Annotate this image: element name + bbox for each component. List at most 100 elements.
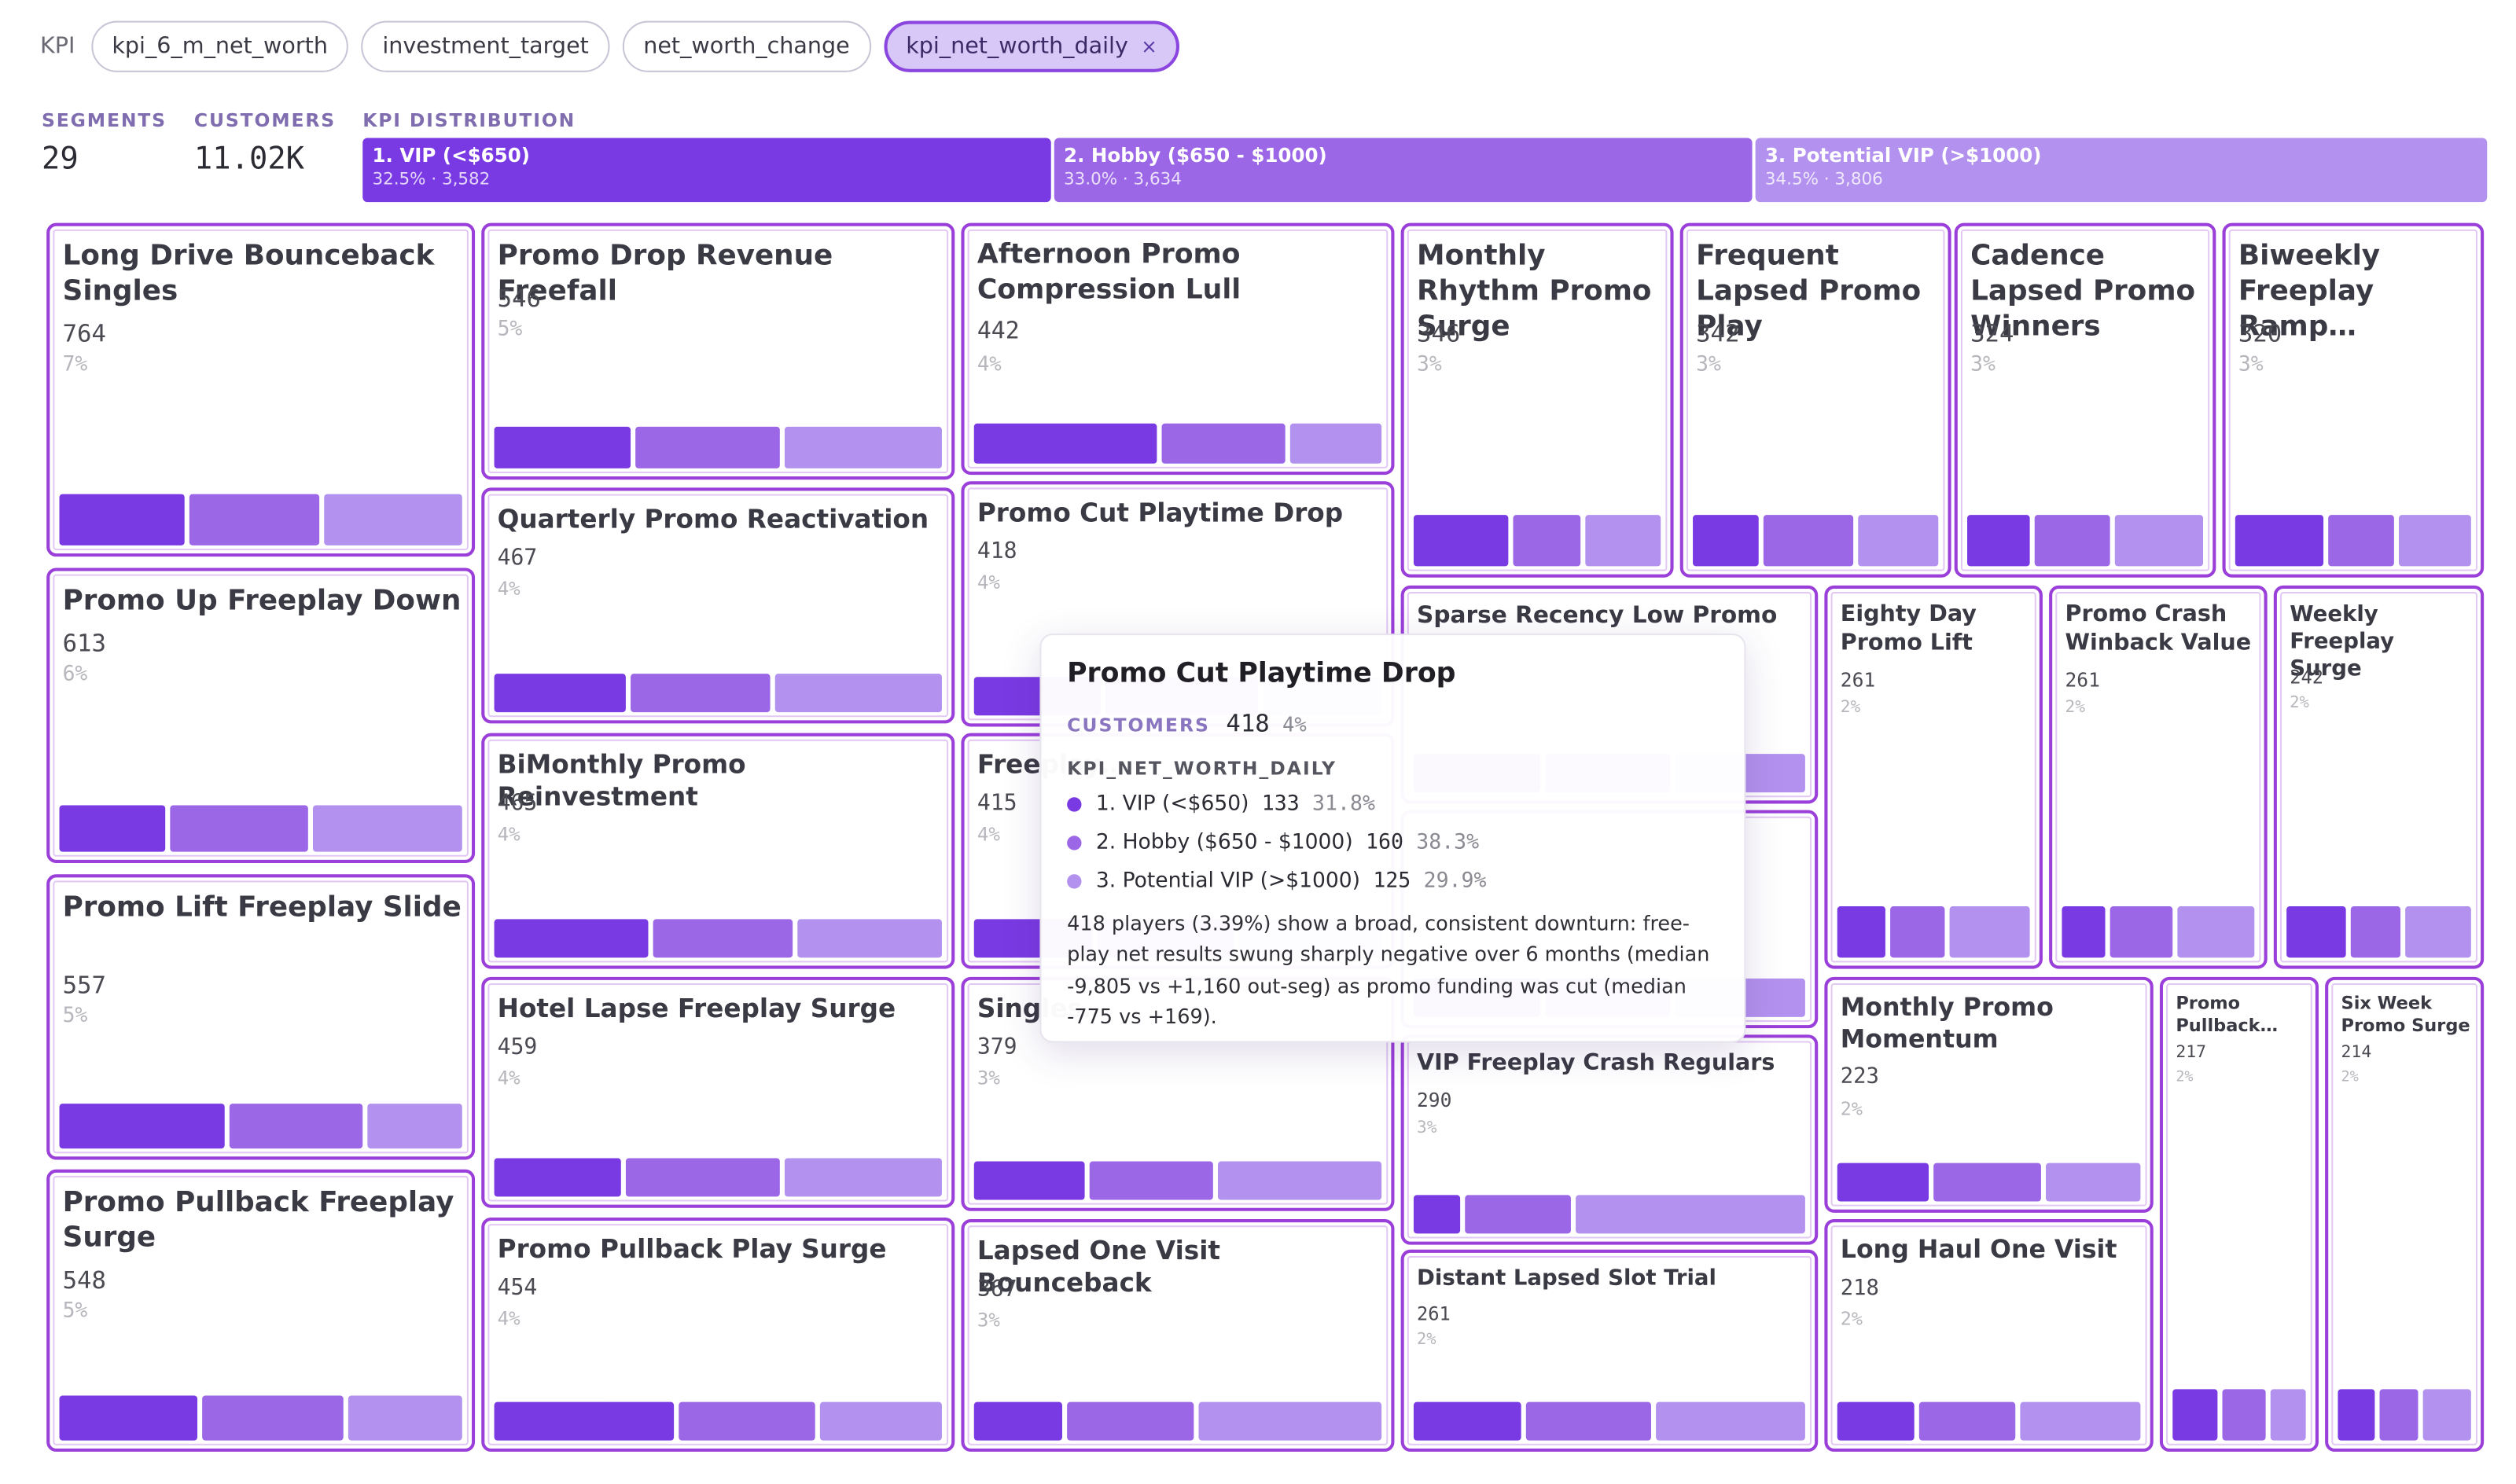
- segment-count: 223: [1840, 1065, 1879, 1090]
- segment-tile[interactable]: Promo Up Freeplay Down 613 6%: [46, 568, 476, 863]
- segment-tile[interactable]: Cadence Lapsed Promo Winners 324 3%: [1954, 222, 2216, 578]
- segment-bar-3: [1218, 1161, 1382, 1200]
- segment-title: Six Week Promo Surge: [2341, 993, 2470, 1037]
- segment-bar-2: [2379, 1389, 2419, 1441]
- tooltip-item-pct: 38.3%: [1416, 830, 1480, 854]
- segment-pct: 4%: [497, 1067, 520, 1089]
- close-icon[interactable]: ×: [1141, 35, 1157, 58]
- segment-tile[interactable]: Quarterly Promo Reactivation 467 4%: [481, 487, 955, 724]
- tooltip-item-count: 133: [1261, 792, 1300, 816]
- segment-bar-3: [784, 427, 942, 468]
- segment-bar-3: [1656, 1401, 1805, 1441]
- segment-bar-1: [494, 919, 648, 958]
- segment-tile[interactable]: Frequent Lapsed Promo Play 342 3%: [1679, 222, 1951, 578]
- segment-pct: 4%: [977, 823, 1000, 846]
- segment-bar-1: [1693, 515, 1760, 567]
- segment-pct: 4%: [497, 823, 520, 846]
- segment-tile[interactable]: Promo Pullback… 217 2%: [2159, 976, 2319, 1452]
- segment-title: Promo Lift Freeplay Slide: [62, 891, 462, 924]
- segment-bar-1: [59, 1395, 197, 1441]
- segment-bar-1: [1967, 515, 2031, 567]
- legend-dot-icon: [1067, 796, 1082, 811]
- segment-bar-2: [1764, 515, 1854, 567]
- kpi-chip-net-worth-change[interactable]: net_worth_change: [622, 20, 871, 72]
- segment-tile[interactable]: Distant Lapsed Slot Trial 261 2%: [1400, 1249, 1819, 1452]
- segment-bar-1: [973, 1161, 1086, 1200]
- segment-tile[interactable]: Lapsed One Visit Bounceback 367 3%: [961, 1219, 1395, 1452]
- segment-pct: 2%: [2290, 694, 2309, 712]
- segment-count: 548: [62, 1266, 106, 1295]
- tooltip-item-name: 2. Hobby ($650 - $1000): [1095, 830, 1353, 854]
- tooltip-item-count: 125: [1373, 869, 1411, 893]
- segment-title: Cadence Lapsed Promo Winners: [1970, 241, 2196, 344]
- segment-bar-3: [2404, 906, 2471, 958]
- segment-count: 459: [497, 1034, 538, 1061]
- segment-bar-3: [2270, 1389, 2306, 1441]
- distribution-segment-sub: 34.5% · 3,806: [1764, 170, 1883, 189]
- segment-bar-3: [1289, 423, 1382, 464]
- segment-tile[interactable]: Promo Lift Freeplay Slide 557 5%: [46, 874, 476, 1160]
- tooltip-customers-pct: 4%: [1282, 712, 1307, 736]
- segment-bar-1: [494, 1158, 622, 1197]
- segment-bar-2: [626, 1158, 780, 1197]
- segment-tile[interactable]: Promo Drop Revenue Freefall 546 5%: [481, 222, 955, 480]
- tooltip-item-name: 3. Potential VIP (>$1000): [1095, 869, 1361, 893]
- segment-count: 415: [977, 791, 1017, 817]
- segment-title: Frequent Lapsed Promo Play: [1696, 241, 1922, 344]
- distribution-segment-potential-vip[interactable]: 3. Potential VIP (>$1000) 34.5% · 3,806: [1755, 138, 2488, 203]
- segment-title: Weekly Freeplay Surge: [2290, 601, 2395, 682]
- segment-title: Monthly Rhythm Promo Surge: [1417, 241, 1652, 344]
- segment-bar-1: [2286, 906, 2346, 958]
- segment-count: 214: [2341, 1043, 2372, 1063]
- segment-bar-2: [635, 427, 780, 468]
- segment-tile[interactable]: VIP Freeplay Crash Regulars 290 3%: [1400, 1034, 1819, 1245]
- segment-tile[interactable]: Promo Pullback Play Surge 454 4%: [481, 1217, 955, 1452]
- segment-bar-3: [1576, 1195, 1805, 1234]
- tooltip-description: 418 players (3.39%) show a broad, consis…: [1067, 911, 1710, 1029]
- segment-count: 261: [1417, 1302, 1451, 1325]
- segment-bar-3: [1858, 515, 1939, 567]
- segment-tile[interactable]: Weekly Freeplay Surge 242 2%: [2273, 585, 2485, 969]
- segment-title: Quarterly Promo Reactivation: [497, 503, 929, 534]
- segment-tile[interactable]: Monthly Rhythm Promo Surge 346 3%: [1400, 222, 1674, 578]
- legend-dot-icon: [1067, 873, 1082, 888]
- segment-tile[interactable]: Afternoon Promo Compression Lull 442 4%: [961, 222, 1395, 476]
- segment-bar-1: [1837, 906, 1885, 958]
- kpi-chip-6m-net-worth[interactable]: kpi_6_m_net_worth: [90, 20, 349, 72]
- segment-tile[interactable]: Long Drive Bounceback Singles 764 7%: [46, 222, 476, 557]
- segment-count: 342: [1696, 320, 1740, 349]
- segment-tile[interactable]: Promo Pullback Freeplay Surge 548 5%: [46, 1169, 476, 1452]
- segment-tile[interactable]: Promo Crash Winback Value 261 2%: [2049, 585, 2268, 969]
- segment-count: 546: [497, 284, 541, 314]
- kpi-chip-net-worth-daily[interactable]: kpi_net_worth_daily ×: [883, 20, 1180, 72]
- distribution-segment-sub: 32.5% · 3,582: [372, 170, 491, 189]
- segment-bar-3: [324, 494, 462, 545]
- tooltip-item-potential-vip: 3. Potential VIP (>$1000) 125 29.9%: [1067, 866, 1719, 895]
- segment-bar-2: [1918, 1401, 2016, 1441]
- tooltip-kpi-label: KPI_NET_WORTH_DAILY: [1067, 757, 1337, 780]
- segment-tile[interactable]: Hotel Lapse Freeplay Surge 459 4%: [481, 976, 955, 1208]
- segment-tile[interactable]: Six Week Promo Surge 214 2%: [2325, 976, 2485, 1452]
- segment-tile[interactable]: Long Haul One Visit 218 2%: [1824, 1219, 2154, 1452]
- segment-bar-3: [348, 1395, 462, 1441]
- segment-tile[interactable]: Biweekly Freeplay Ramp… 320 3%: [2222, 222, 2485, 578]
- segment-bar-3: [784, 1158, 942, 1197]
- segment-bar-1: [973, 423, 1157, 464]
- distribution-segment-vip[interactable]: 1. VIP (<$650) 32.5% · 3,582: [362, 138, 1051, 203]
- segment-bar-2: [2035, 515, 2110, 567]
- segment-bar-3: [2398, 515, 2471, 567]
- segment-title: Hotel Lapse Freeplay Surge: [497, 993, 896, 1024]
- distribution-segment-hobby[interactable]: 2. Hobby ($650 - $1000) 33.0% · 3,634: [1054, 138, 1753, 203]
- segment-tile[interactable]: Eighty Day Promo Lift 261 2%: [1824, 585, 2043, 969]
- segment-bar-3: [775, 674, 942, 713]
- segment-pct: 3%: [1417, 353, 1442, 378]
- segment-tile[interactable]: Monthly Promo Momentum 223 2%: [1824, 976, 2154, 1213]
- segment-tile[interactable]: BiMonthly Promo Reinvestment 465 4%: [481, 733, 955, 969]
- segment-count: 320: [2238, 320, 2282, 349]
- kpi-chip-investment-target[interactable]: investment_target: [361, 20, 610, 72]
- tooltip-title: Promo Cut Playtime Drop: [1067, 657, 1456, 690]
- segment-bar-2: [170, 804, 308, 852]
- segment-bar-2: [201, 1395, 344, 1441]
- kpi-label: KPI: [40, 33, 75, 60]
- distribution-segment-name: 1. VIP (<$650): [372, 144, 530, 167]
